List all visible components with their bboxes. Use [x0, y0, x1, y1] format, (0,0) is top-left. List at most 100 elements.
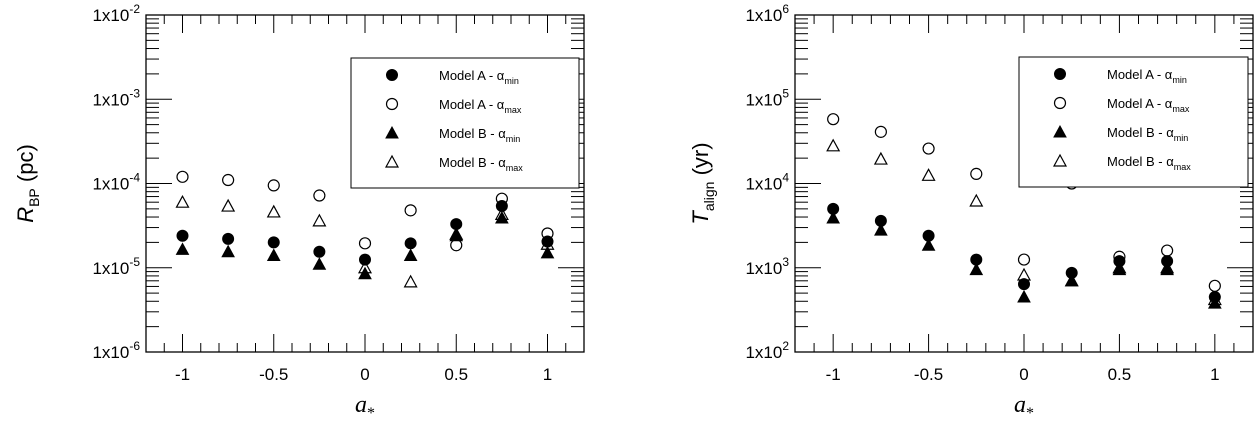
y-tick-label: 1x10-4: [92, 171, 140, 194]
data-point: [313, 189, 326, 202]
data-point: [921, 238, 936, 251]
data-point: [267, 236, 280, 249]
data-point: [358, 237, 372, 250]
data-point: [873, 151, 888, 165]
legend-marker: [1054, 68, 1066, 80]
data-point: [403, 248, 418, 261]
data-point: [827, 113, 840, 126]
legend-label: Model B - αmin: [1107, 125, 1188, 143]
y-axis-title: RBP (pc): [13, 144, 42, 223]
data-point: [222, 173, 235, 187]
y-tick-label: 1x105: [745, 86, 789, 109]
data-point: [222, 232, 235, 245]
x-tick-label: -1: [826, 365, 841, 384]
legend-label: Model B - αmin: [439, 126, 520, 144]
data-point: [1017, 253, 1031, 266]
x-ticks: [145, 15, 585, 352]
data-point: [450, 218, 463, 231]
x-tick-labels: -1 -0.5 0 0.5 1: [175, 365, 552, 384]
x-tick-label: 0: [1019, 365, 1028, 384]
data-point: [540, 245, 555, 259]
legend-label: Model A - αmax: [439, 97, 522, 115]
legend: Model A - αmin Model A - αmax Model B - αm…: [350, 57, 580, 189]
data-point: [266, 204, 281, 218]
x-tick-label: 1: [1210, 365, 1219, 384]
data-point: [176, 170, 189, 183]
x-tick-label: -0.5: [914, 365, 943, 384]
y-axis-title: Talign (yr): [688, 142, 717, 224]
legend: Model A - αmin Model A - αmax Model B - αm…: [1018, 56, 1249, 188]
data-points: [175, 170, 555, 288]
y-tick-label: 1x102: [745, 339, 789, 362]
y-tick-label: 1x10-6: [92, 339, 140, 362]
data-point: [312, 213, 327, 227]
data-point: [404, 237, 417, 250]
data-point: [449, 228, 464, 242]
x-ticks: [794, 15, 1254, 352]
data-point: [874, 223, 888, 236]
y-ticks: [795, 14, 1253, 353]
data-point: [175, 242, 190, 255]
data-point: [1207, 296, 1222, 309]
y-tick-label: 1x10-2: [92, 2, 140, 25]
chart-panel-r-bp: -1 -0.5 0 0.5 11x10-61x10-51x10-41x10-31x10-…: [13, 2, 585, 422]
chart-panel-t-align: -1 -0.5 0 0.5 1 1x102 1x103 1x104 1x105 1x106 a* Ta…: [688, 2, 1254, 422]
data-point: [1017, 289, 1031, 303]
x-tick-labels: -1 -0.5 0 0.5 1: [826, 365, 1220, 384]
data-point: [266, 248, 281, 261]
legend-label: Model B - αmax: [1107, 154, 1191, 172]
data-point: [922, 142, 935, 155]
legend-marker: [1053, 124, 1067, 138]
x-tick-label: -1: [175, 365, 190, 384]
x-tick-label: 0.5: [1108, 365, 1132, 384]
data-point: [175, 194, 190, 208]
data-point: [970, 167, 983, 181]
legend-marker: [384, 154, 400, 168]
data-point: [359, 253, 371, 266]
legend-marker: [386, 69, 398, 81]
legend-label: Model A - αmin: [439, 68, 519, 86]
data-point: [826, 210, 841, 224]
data-point: [1160, 262, 1174, 276]
y-tick-label: 1x10-3: [92, 86, 140, 109]
x-tick-label: 1: [543, 365, 552, 384]
data-point: [267, 179, 280, 192]
x-axis-title: a*: [1014, 392, 1034, 422]
y-tick-label: 1x104: [745, 171, 789, 194]
data-point: [874, 125, 887, 138]
data-point: [969, 193, 984, 207]
y-tick-label: 1x103: [745, 255, 789, 278]
data-point: [921, 168, 936, 181]
data-point: [1018, 278, 1030, 291]
data-point: [1161, 244, 1174, 257]
legend-label: Model B - αmax: [439, 155, 523, 173]
y-tick-labels: 1x102 1x103 1x104 1x105 1x106: [745, 2, 789, 362]
legend-marker: [385, 125, 399, 139]
data-point: [969, 262, 984, 276]
data-point: [312, 257, 327, 270]
data-point: [221, 198, 236, 212]
data-point: [404, 204, 417, 217]
data-point: [1064, 273, 1079, 287]
data-point: [313, 245, 326, 258]
data-point: [541, 235, 554, 248]
x-tick-label: 0: [360, 365, 369, 384]
data-point: [403, 274, 418, 288]
data-point: [358, 266, 372, 280]
data-point: [1208, 279, 1221, 292]
x-axis-title: a*: [355, 392, 375, 422]
x-tick-label: 0.5: [444, 365, 468, 384]
data-point: [176, 229, 189, 242]
y-tick-label: 1x10-5: [92, 255, 140, 278]
legend-marker: [385, 97, 399, 111]
data-point: [826, 138, 841, 152]
y-tick-labels: 1x10-6 1x10-5 1x10-4 1x10-3 1x10-2: [92, 2, 140, 362]
x-tick-label: -0.5: [259, 365, 288, 384]
data-point: [221, 244, 235, 258]
legend-marker: [1053, 96, 1067, 110]
legend-label: Model A - αmax: [1107, 96, 1190, 114]
legend-label: Model A - αmin: [1107, 67, 1187, 85]
y-tick-label: 1x106: [745, 2, 789, 25]
legend-marker: [1052, 153, 1068, 167]
